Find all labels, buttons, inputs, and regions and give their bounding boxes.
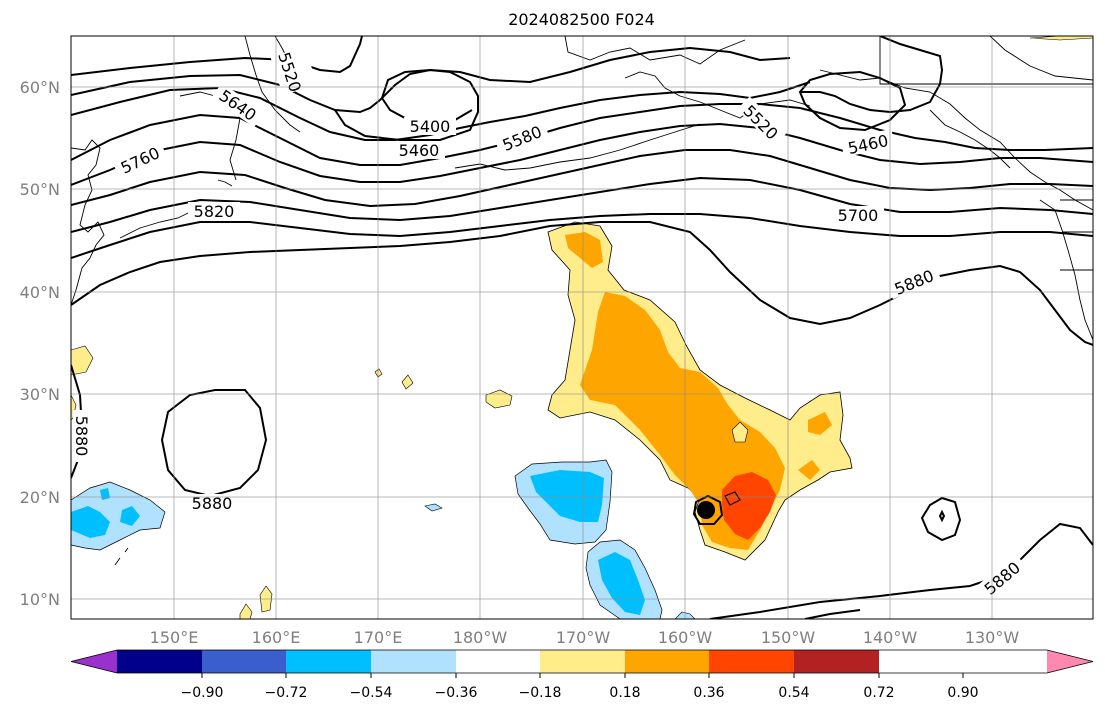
contour-label: 5820 <box>194 202 235 221</box>
contour-label: 5880 <box>192 494 233 513</box>
colorbar-segment <box>202 650 286 673</box>
coastlines <box>71 36 1093 566</box>
map-panel: 5520 5640 5760 5820 5400 5460 5580 5520 … <box>71 36 1093 619</box>
contour-label: 5400 <box>410 117 451 136</box>
lat-label: 40°N <box>20 283 60 302</box>
lon-label: 150°W <box>761 628 816 647</box>
colorbar-tick-label: −0.54 <box>350 685 393 701</box>
lat-label: 30°N <box>20 385 60 404</box>
colorbar-tick-label: 0.36 <box>693 685 724 701</box>
colorbar-segment <box>709 650 794 673</box>
colorbar-segment <box>371 650 456 673</box>
colorbar-segment <box>286 650 371 673</box>
colorbar-tick-label: 0.72 <box>863 685 894 701</box>
height-contours <box>71 36 1093 619</box>
colorbar-tick-label: −0.72 <box>265 685 308 701</box>
lon-label: 150°E <box>150 628 199 647</box>
colorbar-outline <box>70 649 1094 674</box>
colorbar-tick-label: 0.54 <box>778 685 809 701</box>
lon-label: 140°W <box>863 628 918 647</box>
colorbar-segment <box>456 650 540 673</box>
colorbar-tick-label: −0.18 <box>519 685 562 701</box>
map-frame <box>70 35 1094 620</box>
map-title: 2024082500 F024 <box>508 10 655 29</box>
lon-label: 160°W <box>658 628 713 647</box>
colorbar-tick-label: −0.36 <box>435 685 478 701</box>
colorbar-tick-label: 0.90 <box>947 685 978 701</box>
colorbar-segment <box>625 650 709 673</box>
lat-label: 10°N <box>20 590 60 609</box>
lon-label: 170°E <box>354 628 403 647</box>
longitude-labels: 150°E 160°E 170°E 180°W 170°W 160°W 150°… <box>150 628 1020 647</box>
positive-anomaly-region <box>71 36 1093 619</box>
contour-label: 5880 <box>72 416 91 457</box>
lat-label: 60°N <box>20 78 60 97</box>
lat-label: 50°N <box>20 180 60 199</box>
lon-label: 130°W <box>965 628 1020 647</box>
colorbar-segment <box>794 650 879 673</box>
lon-label: 160°E <box>252 628 301 647</box>
colorbar-segment <box>71 650 117 673</box>
colorbar-segment <box>117 650 202 673</box>
contour-label: 5700 <box>838 206 879 225</box>
low-center-marker <box>697 501 715 519</box>
colorbar-tick-label: 0.18 <box>609 685 640 701</box>
lon-label: 180°W <box>453 628 508 647</box>
gridlines <box>71 36 1093 619</box>
lat-label: 20°N <box>20 488 60 507</box>
colorbar-segment <box>1047 650 1093 673</box>
lon-label: 170°W <box>556 628 611 647</box>
colorbar-segment <box>540 650 625 673</box>
colorbar-tick-label: −0.90 <box>181 685 224 701</box>
contour-label: 5460 <box>399 141 440 160</box>
latitude-labels: 60°N 50°N 40°N 30°N 20°N 10°N <box>20 78 60 609</box>
colorbar: −0.90 −0.72 −0.54 −0.36 −0.18 0.18 0.36 0.54 0.7… <box>70 649 1094 701</box>
